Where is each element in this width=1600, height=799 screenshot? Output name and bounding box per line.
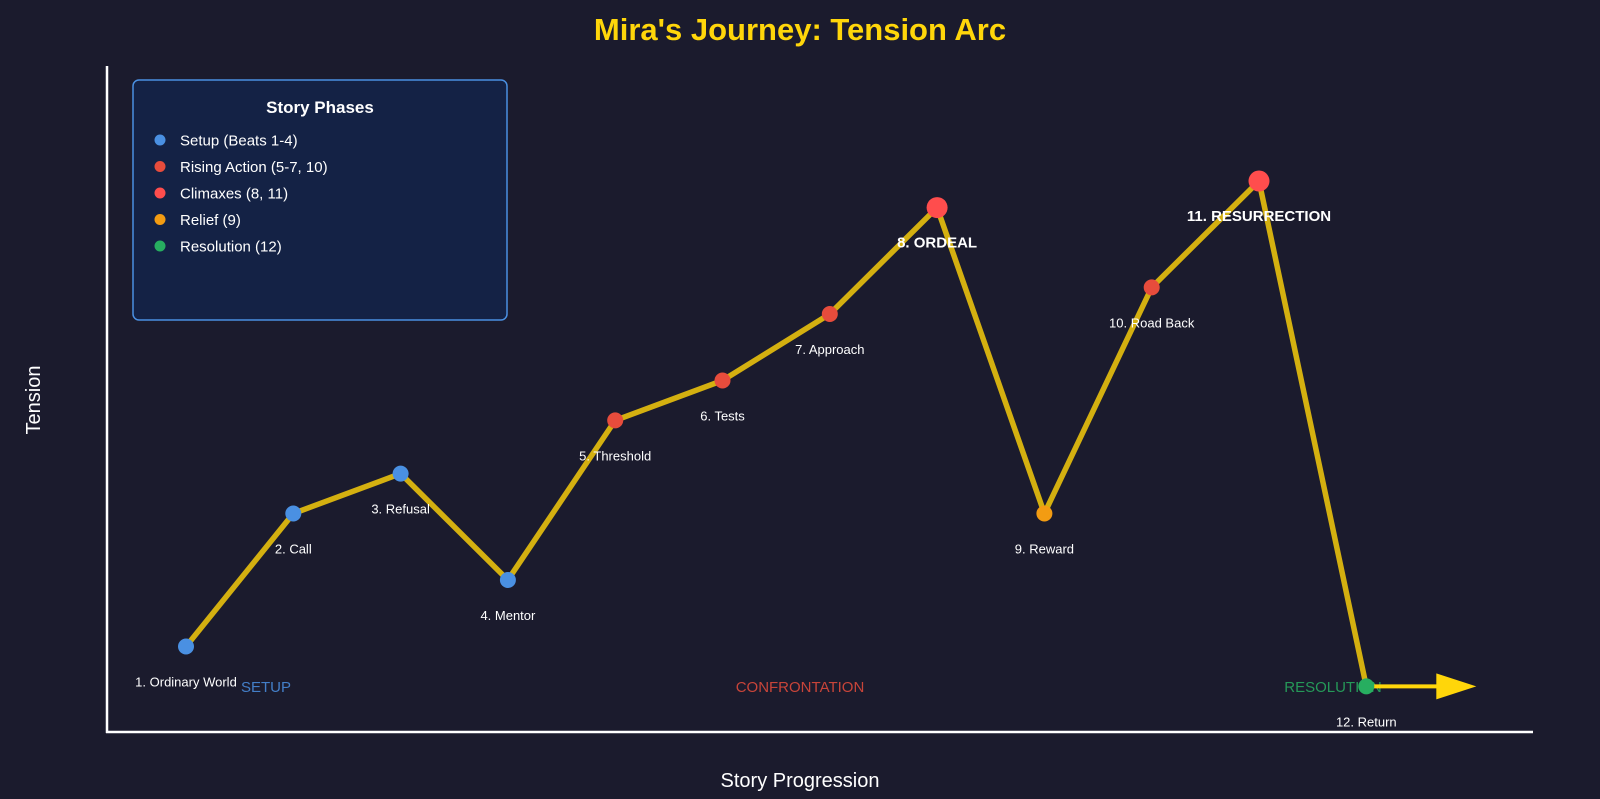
continuation-arrow-head [1436, 673, 1477, 700]
point-label-4: 4. Mentor [480, 608, 536, 623]
data-point-10 [1143, 279, 1160, 296]
data-point-12 [1358, 678, 1375, 695]
data-point-5 [607, 412, 624, 429]
data-point-3 [392, 465, 409, 482]
point-label-10: 10. Road Back [1109, 315, 1195, 330]
legend-marker-rising [154, 161, 166, 172]
chart-title: Mira's Journey: Tension Arc [594, 12, 1006, 47]
point-label-1: 1. Ordinary World [135, 675, 237, 690]
tension-line-layer [183, 178, 1477, 700]
legend-marker-setup [154, 134, 166, 146]
data-point-2 [285, 505, 302, 522]
act-labels: SETUP CONFRONTATION RESOLUTION [241, 679, 1382, 696]
point-label-9: 9. Reward [1015, 542, 1074, 557]
x-axis-label: Story Progression [721, 770, 880, 792]
data-point-8 [926, 197, 948, 219]
legend-item-rising: Rising Action (5-7, 10) [180, 159, 328, 176]
point-label-7: 7. Approach [795, 342, 864, 357]
legend-items: Setup (Beats 1-4) Rising Action (5-7, 10)… [154, 133, 328, 256]
data-points-layer [178, 170, 1375, 695]
act-label-confrontation: CONFRONTATION [736, 679, 865, 696]
point-label-3: 3. Refusal [371, 502, 430, 517]
data-point-4 [499, 572, 516, 588]
legend-item-setup: Setup (Beats 1-4) [180, 133, 298, 150]
point-label-11: 11. RESURRECTION [1187, 208, 1331, 225]
legend-item-relief: Relief (9) [180, 212, 241, 229]
legend-item-resolution: Resolution (12) [180, 239, 282, 256]
act-label-setup: SETUP [241, 679, 291, 696]
y-axis-label: Tension [23, 366, 45, 435]
legend-marker-relief [154, 214, 166, 225]
data-point-9 [1036, 505, 1053, 522]
tension-line [183, 178, 1370, 690]
legend-title: Story Phases [266, 98, 374, 117]
legend-item-climax: Climaxes (8, 11) [180, 186, 288, 203]
legend-marker-climax [154, 187, 166, 199]
point-label-12: 12. Return [1336, 714, 1397, 729]
data-point-1 [178, 638, 194, 655]
point-label-2: 2. Call [275, 542, 312, 557]
data-point-11 [1248, 170, 1270, 192]
legend-marker-resolution [154, 240, 166, 252]
data-point-6 [714, 372, 731, 389]
data-point-7 [821, 306, 838, 322]
act-label-resolution: RESOLUTION [1284, 679, 1382, 696]
point-labels-layer: 1. Ordinary World 2. Call 3. Refusal 4. Men… [135, 208, 1396, 729]
point-label-6: 6. Tests [700, 409, 745, 424]
legend: Story Phases Setup (Beats 1-4) Rising Act… [132, 79, 508, 321]
point-label-5: 5. Threshold [579, 448, 651, 463]
legend-box [132, 79, 508, 321]
point-label-8: 8. ORDEAL [897, 235, 977, 252]
